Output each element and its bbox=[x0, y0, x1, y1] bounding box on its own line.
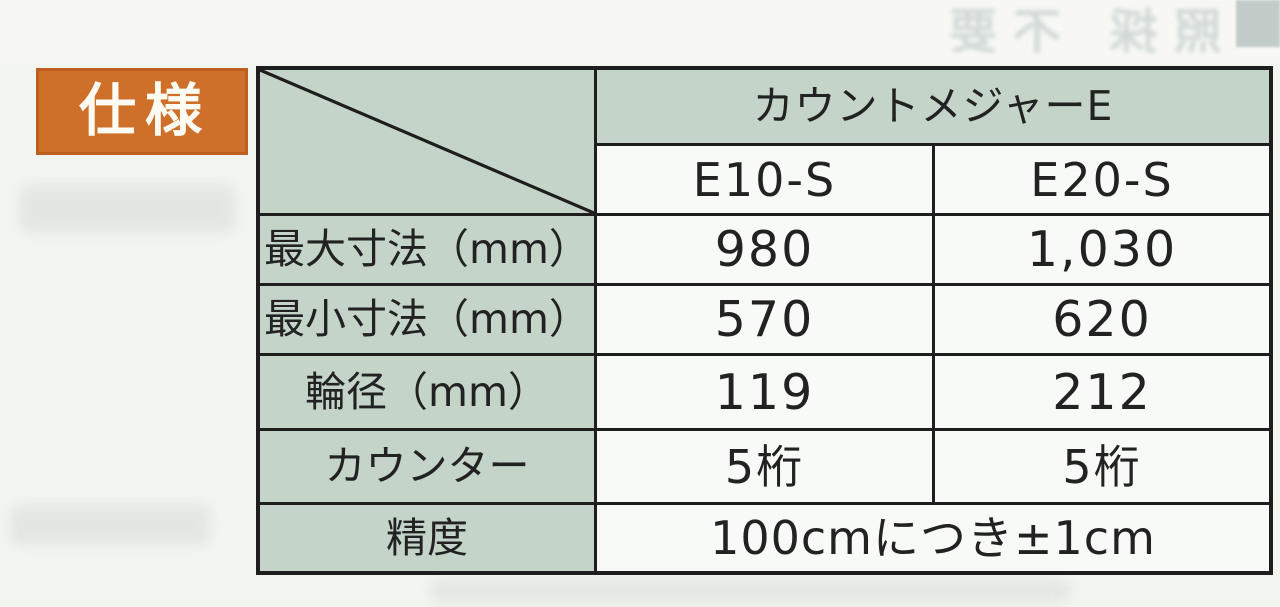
cell-counter-e20s: 5桁 bbox=[935, 431, 1269, 502]
row-label-counter: カウンター bbox=[260, 431, 594, 502]
table-header-product: カウントメジャーE bbox=[597, 70, 1269, 143]
row-label-accuracy: 精度 bbox=[260, 505, 594, 571]
table-header-model-e10s: E10-S bbox=[597, 146, 932, 213]
ghost-bleedthrough-heading: 照採 不要 bbox=[933, 4, 1222, 60]
table-header-model-e20s: E20-S bbox=[935, 146, 1269, 213]
diagonal-line bbox=[260, 70, 594, 213]
ghost-bleedthrough-square bbox=[1236, 0, 1280, 47]
cell-wheel-diameter-e20s: 212 bbox=[935, 356, 1269, 428]
cell-max-dimension-e10s: 980 bbox=[597, 216, 932, 283]
cell-wheel-diameter-e10s: 119 bbox=[597, 356, 932, 428]
diagonal-header-cell bbox=[260, 70, 594, 213]
row-label-max-dimension: 最大寸法（mm） bbox=[260, 216, 594, 283]
cell-max-dimension-e20s: 1,030 bbox=[935, 216, 1269, 283]
spec-section-label: 仕様 bbox=[36, 68, 248, 155]
row-label-min-dimension: 最小寸法（mm） bbox=[260, 286, 594, 353]
cell-counter-e10s: 5桁 bbox=[597, 431, 932, 502]
cell-min-dimension-e20s: 620 bbox=[935, 286, 1269, 353]
spec-table: カウントメジャーE E10-S E20-S 最大寸法（mm） 980 1,030… bbox=[256, 66, 1273, 575]
spec-section-label-text: 仕様 bbox=[79, 78, 211, 144]
cell-min-dimension-e10s: 570 bbox=[597, 286, 932, 353]
cell-accuracy-value: 100cmにつき±1cm bbox=[597, 505, 1269, 571]
ghost-smudge bbox=[10, 505, 210, 545]
row-label-wheel-diameter: 輪径（mm） bbox=[260, 356, 594, 428]
ghost-smudge bbox=[430, 580, 1070, 602]
ghost-smudge bbox=[20, 185, 235, 233]
